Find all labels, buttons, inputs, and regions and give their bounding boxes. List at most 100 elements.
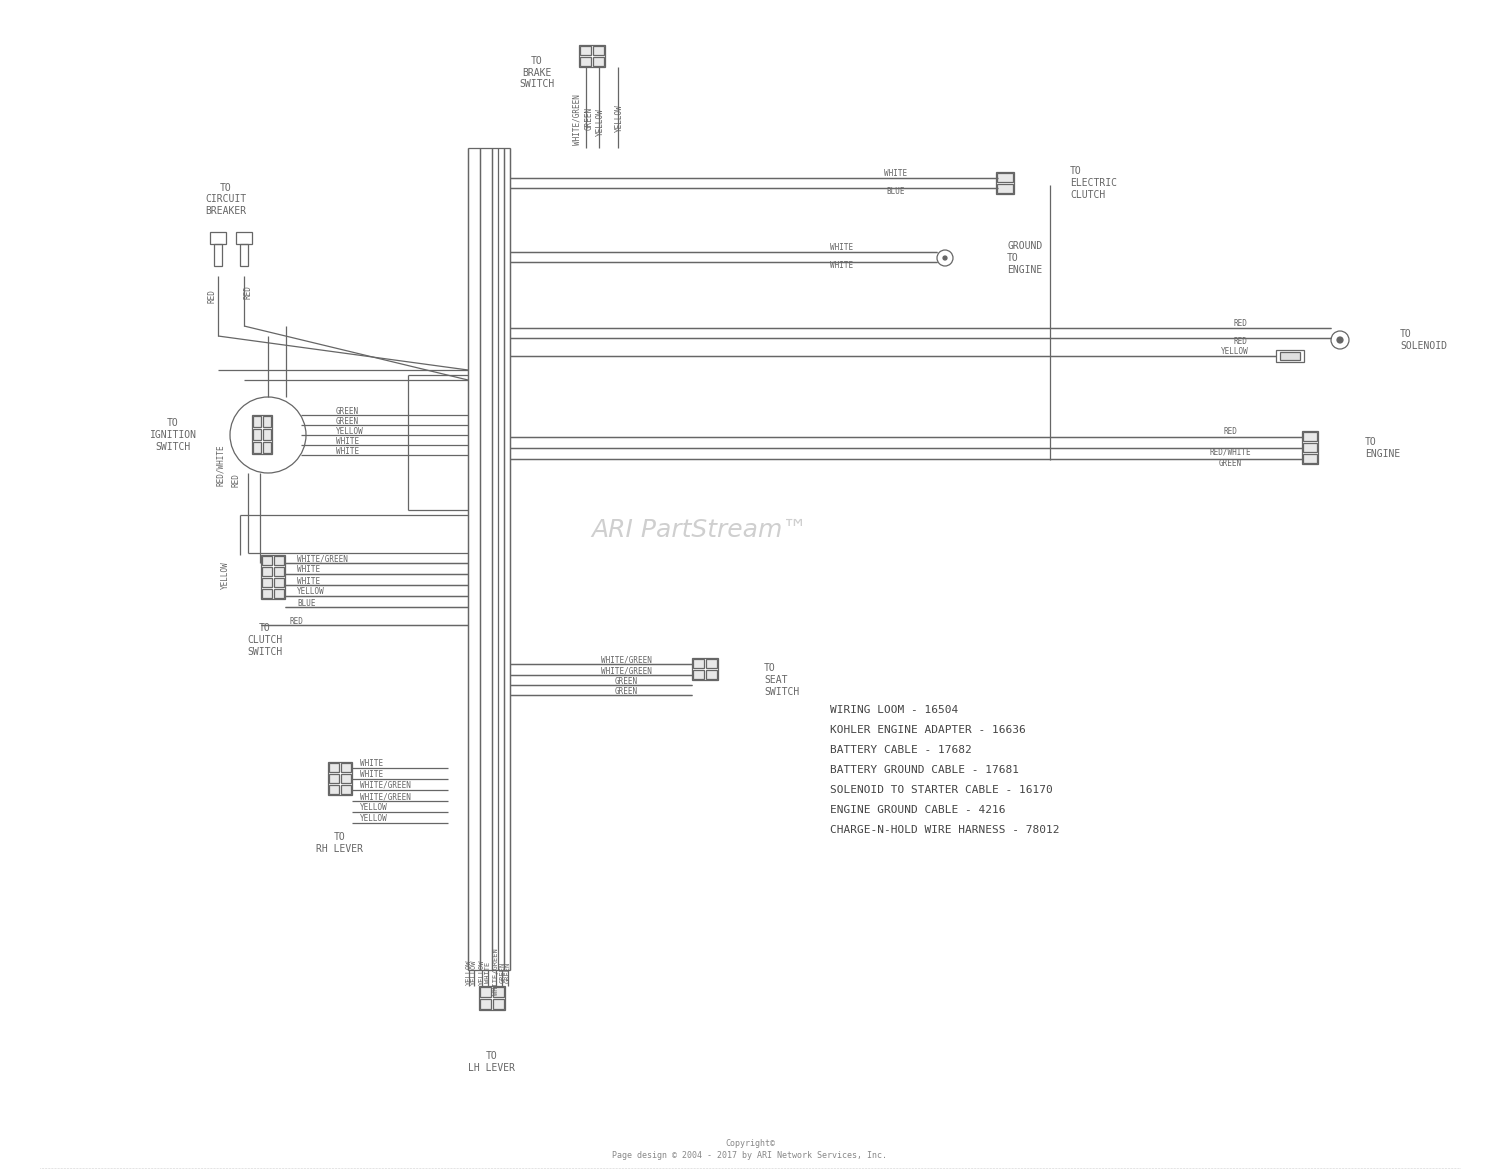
Text: WHITE: WHITE [484, 961, 490, 982]
Bar [580, 46, 591, 55]
Text: Copyright©: Copyright© [724, 1138, 776, 1147]
Text: GREEN: GREEN [500, 961, 506, 982]
Bar [1304, 443, 1317, 452]
Bar [328, 774, 339, 783]
Text: RED: RED [1233, 338, 1246, 347]
Text: YELLOW: YELLOW [465, 959, 471, 984]
Text: KOHLER ENGINE ADAPTER - 16636: KOHLER ENGINE ADAPTER - 16636 [830, 725, 1026, 735]
Text: RED: RED [1222, 428, 1238, 436]
Text: SOLENOID TO STARTER CABLE - 16170: SOLENOID TO STARTER CABLE - 16170 [830, 785, 1053, 795]
Text: TO
CIRCUIT
BREAKER: TO CIRCUIT BREAKER [206, 183, 246, 216]
Text: WHITE: WHITE [297, 577, 320, 586]
Bar [262, 578, 272, 587]
Bar [328, 763, 339, 772]
Bar [996, 172, 1014, 195]
Text: YELLOW: YELLOW [336, 427, 363, 436]
Bar [1276, 350, 1304, 362]
Text: TO
ENGINE: TO ENGINE [1365, 437, 1401, 458]
Bar [494, 999, 504, 1009]
Text: ARI PartStream™: ARI PartStream™ [592, 518, 808, 541]
Text: ENGINE GROUND CABLE - 4216: ENGINE GROUND CABLE - 4216 [830, 805, 1005, 815]
Text: TO
BRAKE
SWITCH: TO BRAKE SWITCH [519, 56, 555, 89]
Text: WIRING LOOM - 16504: WIRING LOOM - 16504 [830, 706, 958, 715]
Text: GREEN: GREEN [615, 676, 638, 686]
Bar [236, 232, 252, 244]
Text: YELLOW: YELLOW [360, 815, 387, 823]
Text: GROUND
TO
ENGINE: GROUND TO ENGINE [1007, 241, 1042, 274]
Text: GREEN: GREEN [585, 107, 594, 130]
Text: GREEN: GREEN [504, 961, 510, 982]
Text: WHITE: WHITE [336, 447, 358, 456]
Text: YELLOW: YELLOW [596, 108, 604, 136]
Text: RED/WHITE: RED/WHITE [1209, 448, 1251, 457]
Circle shape [944, 255, 946, 260]
Bar [262, 442, 272, 454]
Text: TO
CLUTCH
SWITCH: TO CLUTCH SWITCH [248, 624, 282, 656]
Text: RED: RED [243, 285, 252, 299]
Bar [274, 590, 284, 598]
Bar [213, 244, 222, 266]
Text: BLUE: BLUE [297, 599, 315, 607]
Bar [692, 657, 718, 680]
Text: YELLOW: YELLOW [360, 803, 387, 812]
Text: Page design © 2004 - 2017 by ARI Network Services, Inc.: Page design © 2004 - 2017 by ARI Network… [612, 1151, 888, 1159]
Text: TO
RH LEVER: TO RH LEVER [316, 832, 363, 853]
Bar [274, 578, 284, 587]
Text: TO
IGNITION
SWITCH: TO IGNITION SWITCH [150, 418, 196, 451]
Bar [262, 556, 272, 565]
Text: TO
LH LEVER: TO LH LEVER [468, 1051, 516, 1072]
Bar [340, 785, 351, 793]
Bar [1304, 454, 1317, 463]
Text: GREEN: GREEN [336, 416, 358, 425]
Text: WHITE/GREEN: WHITE/GREEN [494, 948, 500, 995]
Text: RED: RED [207, 289, 216, 302]
Text: TO
SEAT
SWITCH: TO SEAT SWITCH [764, 663, 800, 696]
Bar [579, 45, 604, 67]
Bar [998, 173, 1012, 182]
Bar [693, 659, 703, 668]
Bar [261, 556, 285, 599]
Bar [252, 415, 272, 454]
Text: YELLOW: YELLOW [297, 587, 324, 597]
Text: WHITE: WHITE [360, 759, 382, 768]
Bar [262, 429, 272, 440]
Text: GREEN: GREEN [336, 407, 358, 416]
Text: GREEN: GREEN [1218, 458, 1242, 468]
Text: YELLOW: YELLOW [220, 561, 230, 588]
Text: TO
ELECTRIC
CLUTCH: TO ELECTRIC CLUTCH [1070, 166, 1118, 199]
Bar [1304, 432, 1317, 441]
Bar [210, 232, 226, 244]
Text: CHARGE-N-HOLD WIRE HARNESS - 78012: CHARGE-N-HOLD WIRE HARNESS - 78012 [830, 825, 1059, 834]
Text: YELLOW: YELLOW [471, 959, 477, 984]
Bar [998, 184, 1012, 193]
Bar [478, 986, 506, 1010]
Text: RED/WHITE: RED/WHITE [216, 444, 225, 486]
Bar [592, 46, 604, 55]
Text: TO
SOLENOID: TO SOLENOID [1400, 329, 1447, 350]
Text: YELLOW: YELLOW [1221, 348, 1250, 356]
Text: RED: RED [1233, 319, 1246, 327]
Bar [340, 774, 351, 783]
Bar [254, 429, 261, 440]
Bar [274, 567, 284, 575]
Text: WHITE/GREEN: WHITE/GREEN [360, 792, 411, 800]
Bar [494, 987, 504, 997]
Circle shape [1336, 338, 1342, 343]
Bar [274, 556, 284, 565]
Bar [340, 763, 351, 772]
Bar [1302, 431, 1318, 464]
Bar [262, 416, 272, 427]
Text: GREEN: GREEN [615, 687, 638, 695]
Bar [262, 590, 272, 598]
Text: BATTERY GROUND CABLE - 17681: BATTERY GROUND CABLE - 17681 [830, 765, 1019, 775]
Bar [254, 416, 261, 427]
Text: WHITE/GREEN: WHITE/GREEN [600, 655, 651, 665]
Text: BATTERY CABLE - 17682: BATTERY CABLE - 17682 [830, 745, 972, 755]
Text: WHITE: WHITE [831, 243, 854, 252]
Bar [706, 659, 717, 668]
Text: WHITE: WHITE [885, 169, 908, 177]
Text: WHITE: WHITE [831, 261, 854, 271]
Bar [240, 244, 249, 266]
Bar [254, 442, 261, 454]
Text: WHITE: WHITE [336, 436, 358, 445]
